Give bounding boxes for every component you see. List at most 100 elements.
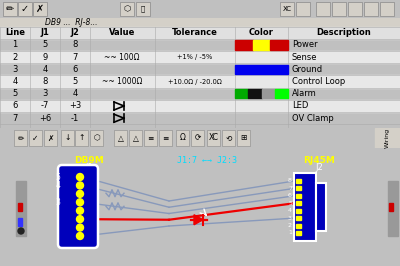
Polygon shape (194, 215, 203, 225)
Bar (296, 186, 301, 190)
Text: ✗: ✗ (47, 134, 54, 143)
Text: 5: 5 (42, 40, 48, 49)
Text: 1: 1 (12, 40, 18, 49)
Text: ⬡: ⬡ (93, 134, 100, 143)
Text: Line: Line (5, 28, 25, 37)
Text: 5: 5 (72, 77, 78, 86)
Bar (253, 40, 270, 49)
Bar (159, 130, 172, 146)
Text: 5: 5 (12, 89, 18, 98)
Text: ✓: ✓ (32, 134, 39, 143)
Text: 4: 4 (42, 65, 48, 74)
Bar (296, 179, 301, 183)
Circle shape (76, 199, 84, 206)
Text: 8: 8 (42, 77, 48, 86)
Text: Alarm: Alarm (292, 89, 317, 98)
Text: ✏: ✏ (6, 4, 14, 14)
Bar (294, 173, 316, 241)
Bar (61, 130, 74, 146)
Text: J1: J1 (85, 163, 93, 172)
Text: Value: Value (109, 28, 135, 37)
Text: OV Clamp: OV Clamp (292, 114, 334, 123)
Text: 4: 4 (12, 77, 18, 86)
Circle shape (76, 232, 84, 239)
Bar (18, 203, 22, 211)
Text: Control Loop: Control Loop (292, 77, 345, 86)
Bar (296, 209, 301, 213)
Text: ~~ 1000Ω: ~~ 1000Ω (102, 77, 142, 86)
Bar (388, 181, 398, 236)
Text: Ω: Ω (180, 134, 186, 143)
Text: J1: J1 (40, 28, 50, 37)
Text: Wiring: Wiring (384, 128, 390, 148)
Text: +3: +3 (69, 102, 81, 110)
Bar (90, 130, 103, 146)
Text: Ground: Ground (292, 65, 323, 74)
Bar (316, 183, 326, 231)
Circle shape (76, 224, 84, 231)
Bar (191, 130, 204, 146)
Bar (18, 218, 22, 226)
Text: LED: LED (292, 102, 308, 110)
Text: -1: -1 (71, 114, 79, 123)
Bar (316, 2, 330, 16)
Text: 2: 2 (288, 223, 292, 228)
Text: ≡: ≡ (147, 134, 154, 143)
Text: Tolerance: Tolerance (172, 28, 218, 37)
Bar (275, 89, 288, 98)
Bar (0, 100, 400, 112)
Text: +10.0Ω / -20.0Ω: +10.0Ω / -20.0Ω (168, 78, 222, 85)
Text: ↓: ↓ (64, 134, 71, 143)
Bar (33, 2, 47, 16)
Bar (114, 130, 127, 146)
Bar (296, 223, 301, 228)
Text: 9: 9 (42, 53, 48, 62)
Text: 🔔: 🔔 (141, 6, 145, 12)
Text: Power: Power (292, 40, 318, 49)
Text: DB9 ...  RJ-8...: DB9 ... RJ-8... (45, 18, 98, 27)
Text: ≡: ≡ (162, 134, 169, 143)
Text: Sense: Sense (292, 53, 318, 62)
Text: 6: 6 (72, 65, 78, 74)
Bar (14, 130, 27, 146)
Text: 2: 2 (12, 53, 18, 62)
Text: 4: 4 (288, 208, 292, 213)
Text: -7: -7 (41, 102, 49, 110)
Bar (0, 18, 400, 27)
FancyBboxPatch shape (58, 165, 98, 248)
Text: ⟲: ⟲ (225, 134, 232, 143)
Bar (262, 89, 275, 98)
Bar (75, 130, 88, 146)
Bar (296, 2, 310, 16)
Text: 7: 7 (288, 186, 292, 191)
Text: 3: 3 (288, 216, 292, 221)
Text: J2: J2 (315, 163, 323, 172)
Bar (270, 40, 288, 49)
Bar (222, 130, 235, 146)
Bar (375, 128, 400, 148)
Text: RJ45M: RJ45M (303, 156, 335, 165)
Bar (364, 2, 378, 16)
Text: 7: 7 (72, 53, 78, 62)
Bar (296, 194, 301, 198)
Text: ⟳: ⟳ (194, 134, 201, 143)
Text: J1:7 ←→ J2:3: J1:7 ←→ J2:3 (177, 156, 237, 165)
Text: ↑: ↑ (78, 134, 85, 143)
Text: ✏: ✏ (17, 134, 24, 143)
Bar (237, 130, 250, 146)
Bar (0, 27, 400, 39)
Text: Description: Description (317, 28, 371, 37)
Bar (296, 216, 301, 220)
Bar (296, 201, 301, 205)
Text: ⬡: ⬡ (123, 5, 131, 14)
Text: 8: 8 (72, 40, 78, 49)
Bar (332, 2, 346, 16)
Bar (207, 130, 220, 146)
Circle shape (76, 216, 84, 223)
Text: ✗: ✗ (36, 4, 44, 14)
Text: ✓: ✓ (21, 4, 29, 14)
Text: 4: 4 (72, 89, 78, 98)
Text: Color: Color (248, 28, 274, 37)
Bar (129, 130, 142, 146)
Bar (3, 2, 17, 16)
